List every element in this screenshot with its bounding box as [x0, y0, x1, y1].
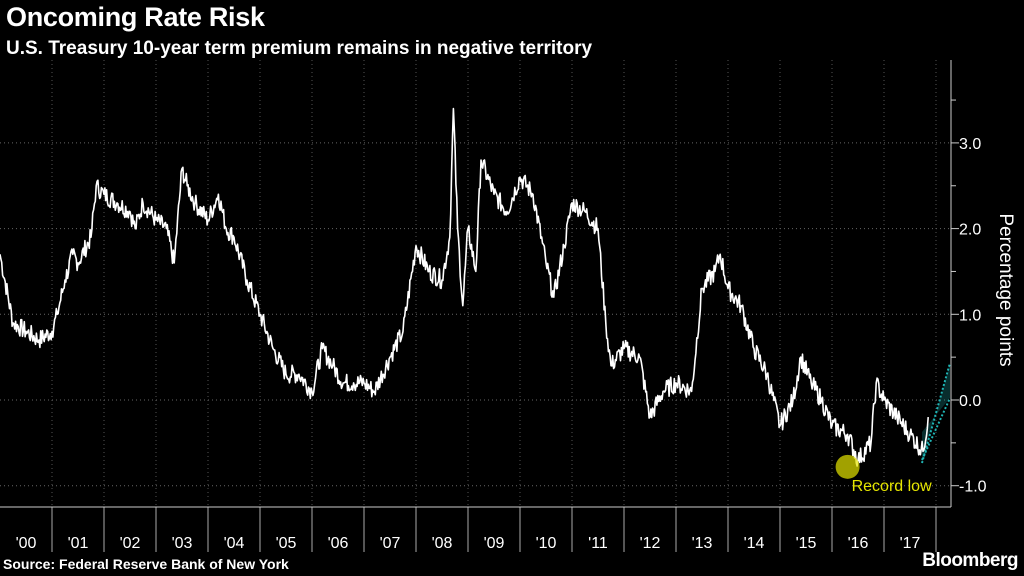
- x-tick-label: '17: [900, 535, 921, 552]
- source-note: Source: Federal Reserve Bank of New York: [3, 556, 289, 572]
- y-tick-label: 2.0: [959, 222, 981, 239]
- y-tick-label: 3.0: [959, 136, 981, 153]
- record-low-label: Record low: [852, 478, 932, 495]
- x-tick-label: '16: [848, 535, 869, 552]
- x-tick-label: '14: [744, 535, 765, 552]
- y-tick-label: -1.0: [959, 479, 987, 496]
- x-tick-label: '11: [588, 535, 608, 552]
- y-axis-label: Percentage points: [995, 213, 1016, 366]
- y-tick-label: 0.0: [959, 393, 981, 410]
- x-tick-label: '13: [692, 535, 713, 552]
- x-tick-label: '15: [796, 535, 817, 552]
- y-tick-label: 1.0: [959, 307, 981, 324]
- trend-line-lower: [921, 397, 951, 461]
- x-tick-label: '12: [640, 535, 661, 552]
- x-tick-label: '03: [172, 535, 193, 552]
- x-tick-label: '05: [276, 535, 297, 552]
- x-tick-label: '06: [328, 535, 349, 552]
- term-premium-line: [0, 107, 929, 467]
- x-tick-label: '08: [432, 535, 453, 552]
- chart-subtitle: U.S. Treasury 10-year term premium remai…: [6, 38, 593, 59]
- x-tick-label: '01: [68, 535, 89, 552]
- x-tick-label: '02: [120, 535, 141, 552]
- trend-line-upper: [921, 362, 951, 464]
- x-tick-label: '04: [224, 535, 245, 552]
- x-tick-label: '09: [484, 535, 505, 552]
- x-tick-label: '00: [16, 535, 37, 552]
- record-low-marker: [835, 454, 860, 479]
- x-tick-label: '10: [536, 535, 557, 552]
- chart-title: Oncoming Rate Risk: [6, 2, 265, 32]
- x-tick-label: '07: [380, 535, 401, 552]
- bloomberg-logo: Bloomberg: [922, 550, 1018, 571]
